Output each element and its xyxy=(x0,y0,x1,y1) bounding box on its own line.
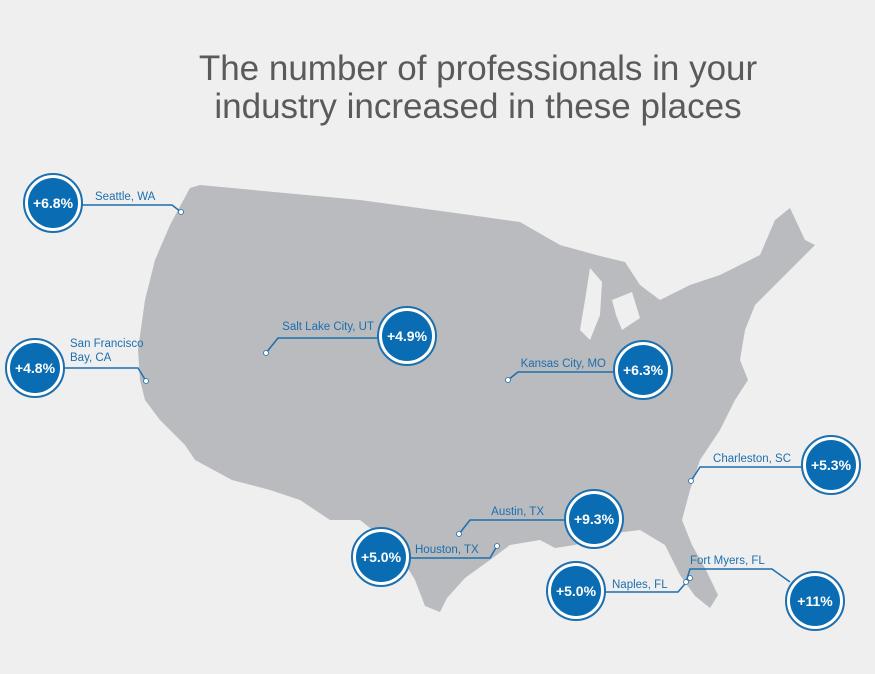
location-dot xyxy=(505,377,511,383)
markers: Seattle, WA +6.8% San Francisco Bay, CA +4.8… xyxy=(5,173,861,631)
badge xyxy=(10,343,60,393)
title-line: industry increased in these places xyxy=(214,87,741,126)
leader-line xyxy=(507,371,614,381)
lake xyxy=(580,268,602,340)
badge xyxy=(806,440,856,490)
city-label: Naples, FL xyxy=(612,579,668,591)
leader-line xyxy=(685,568,791,583)
city-label: Kansas City, MO xyxy=(521,358,606,370)
change-label: +4.8% xyxy=(15,360,56,376)
location-dot xyxy=(494,543,500,549)
badge xyxy=(356,532,406,582)
city-label: Austin, TX xyxy=(491,506,544,518)
badge xyxy=(28,178,78,228)
leader-line xyxy=(410,545,498,559)
us-map xyxy=(138,185,815,612)
change-label: +11% xyxy=(797,593,833,609)
change-label: +4.9% xyxy=(387,328,428,344)
city-label: Fort Myers, FL xyxy=(690,555,765,567)
change-label: +5.0% xyxy=(556,583,597,599)
location-dot xyxy=(456,531,462,537)
location-dot xyxy=(178,209,184,215)
location-dot xyxy=(143,378,149,384)
change-label: +5.0% xyxy=(361,549,402,565)
leader-line xyxy=(82,204,182,213)
badge xyxy=(569,494,619,544)
city-label: Houston, TX xyxy=(415,544,479,556)
leader-line xyxy=(458,519,565,535)
title-line: The number of professionals in your xyxy=(199,49,758,88)
lake xyxy=(612,292,640,330)
change-label: +9.3% xyxy=(574,511,615,527)
leader-line xyxy=(690,466,802,482)
change-label: +6.8% xyxy=(33,195,74,211)
leader-line xyxy=(265,337,379,354)
badge xyxy=(618,345,668,395)
badge xyxy=(382,311,432,361)
city-label: Seattle, WA xyxy=(95,191,156,203)
change-label: +6.3% xyxy=(623,362,664,378)
location-dot xyxy=(263,350,269,356)
city-label: Charleston, SC xyxy=(713,453,791,465)
leader-line xyxy=(64,367,147,382)
badge xyxy=(551,566,601,616)
location-dot xyxy=(683,579,689,585)
change-label: +5.3% xyxy=(811,457,852,473)
city-label: San Francisco xyxy=(70,338,144,350)
city-label: Bay, CA xyxy=(70,352,112,364)
city-label: Salt Lake City, UT xyxy=(282,321,374,333)
badge xyxy=(790,576,840,626)
location-dot xyxy=(688,478,694,484)
